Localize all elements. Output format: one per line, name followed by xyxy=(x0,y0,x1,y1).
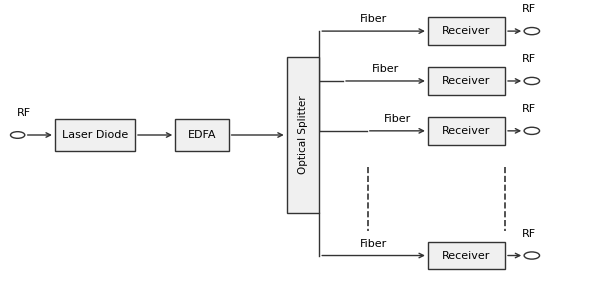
Text: Optical Splitter: Optical Splitter xyxy=(298,96,308,174)
Text: Receiver: Receiver xyxy=(442,76,491,86)
Bar xyxy=(287,57,319,212)
Bar xyxy=(175,119,229,151)
Text: Fiber: Fiber xyxy=(384,114,411,124)
Text: RF: RF xyxy=(522,104,536,114)
Bar xyxy=(428,242,505,269)
Text: Receiver: Receiver xyxy=(442,126,491,136)
Bar xyxy=(428,17,505,45)
Text: Laser Diode: Laser Diode xyxy=(62,130,128,140)
Text: Fiber: Fiber xyxy=(360,14,387,24)
Text: Fiber: Fiber xyxy=(360,239,387,249)
Text: RF: RF xyxy=(522,229,536,239)
Text: RF: RF xyxy=(17,108,31,118)
Bar xyxy=(55,119,135,151)
Text: EDFA: EDFA xyxy=(188,130,216,140)
Text: Fiber: Fiber xyxy=(372,64,399,74)
Text: Receiver: Receiver xyxy=(442,251,491,261)
Text: Receiver: Receiver xyxy=(442,26,491,36)
Text: RF: RF xyxy=(522,5,536,15)
Bar xyxy=(428,67,505,95)
Text: RF: RF xyxy=(522,54,536,64)
Bar xyxy=(428,117,505,145)
